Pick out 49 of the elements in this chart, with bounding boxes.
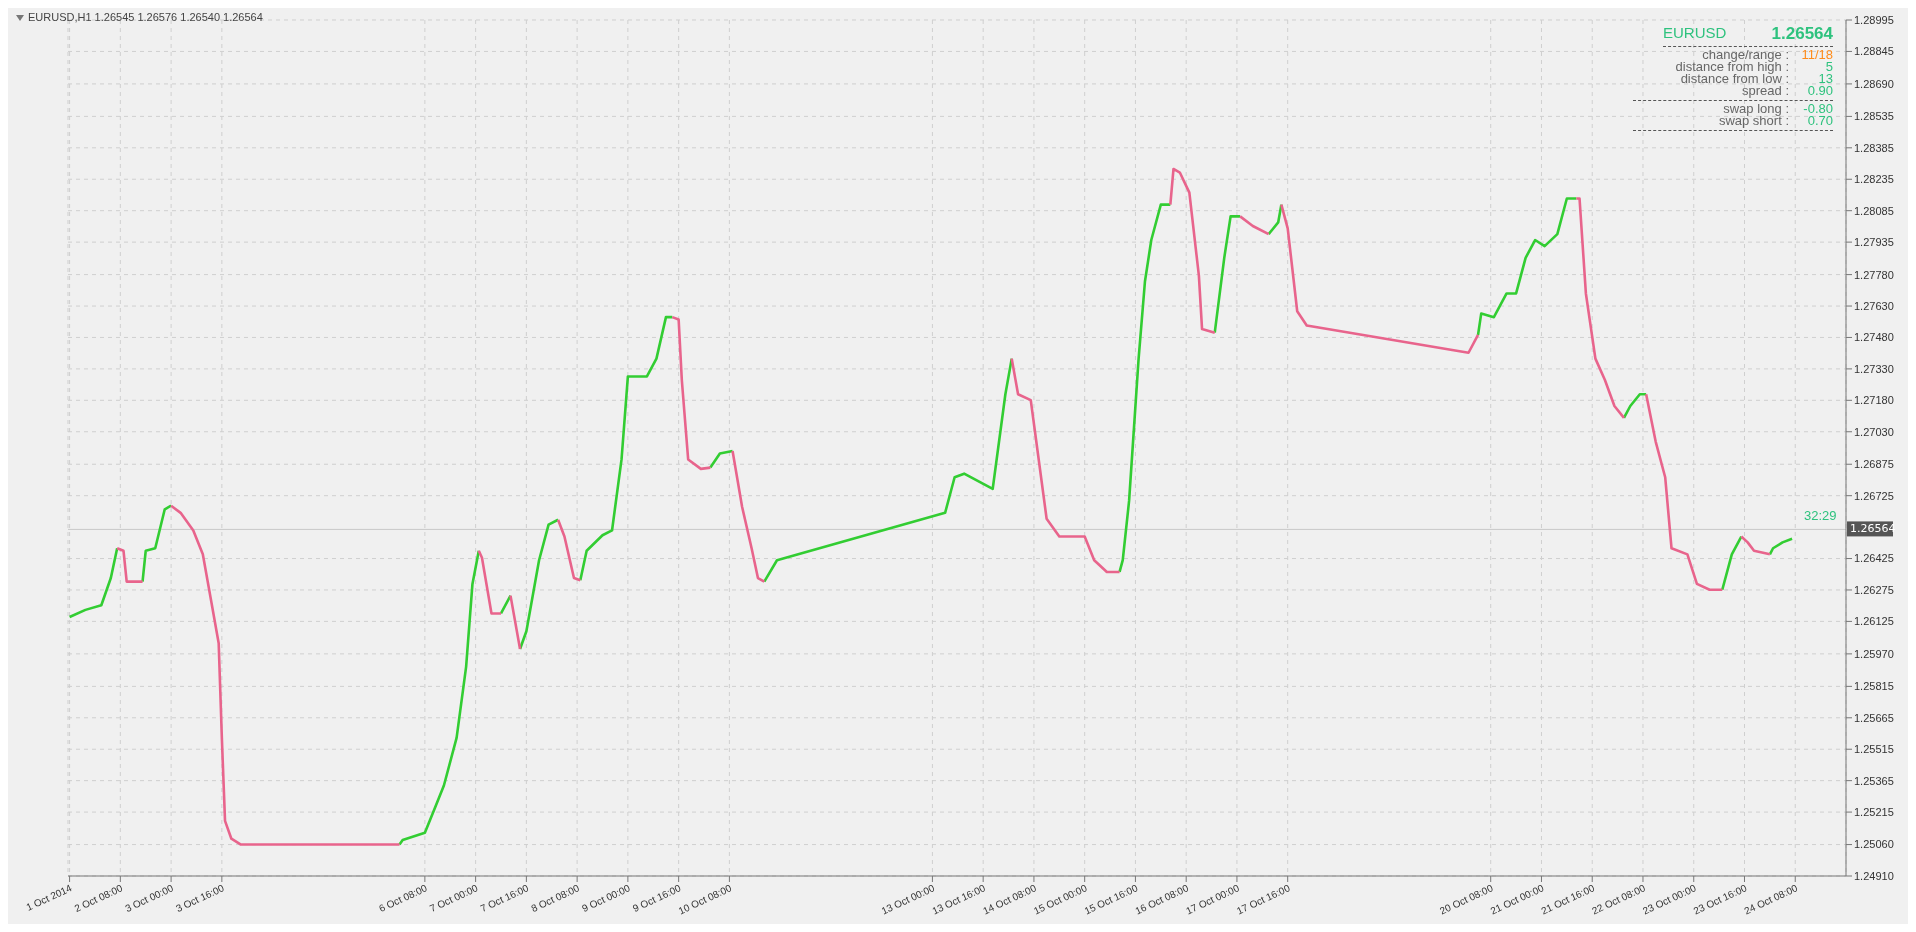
y-tick-label: 1.28085: [1854, 204, 1894, 217]
annotation: spread :: [1741, 83, 1789, 98]
y-tick-label: 1.28690: [1854, 77, 1894, 90]
annotation: 0.70: [1806, 113, 1833, 128]
y-tick-label: 1.26875: [1854, 458, 1894, 471]
y-tick-label: 1.27030: [1854, 425, 1894, 438]
annotation: swap long :: [1722, 101, 1789, 116]
y-tick-label: 1.25060: [1854, 838, 1894, 851]
y-tick-label: 1.28845: [1854, 45, 1894, 58]
y-tick-label: 1.27330: [1854, 362, 1894, 375]
x-tick-label: 7 Oct 00:00: [427, 882, 480, 915]
y-tick-label: 1.26425: [1854, 552, 1894, 565]
y-tick-label: 1.28995: [1854, 13, 1894, 26]
annotation: change/range :: [1701, 47, 1789, 62]
annotation: 13: [1817, 71, 1833, 86]
x-tick-label: 6 Oct 08:00: [377, 882, 430, 915]
y-tick-label: 1.25215: [1854, 805, 1894, 818]
y-tick-label: 1.27780: [1854, 268, 1894, 281]
y-tick-label: 1.25515: [1854, 743, 1894, 756]
x-tick-label: 9 Oct 00:00: [580, 882, 633, 915]
x-tick-label: 1 Oct 2014: [24, 882, 74, 913]
y-tick-label: 1.28385: [1854, 141, 1894, 154]
x-tick-label: 3 Oct 00:00: [123, 882, 176, 915]
y-tick-label: 1.26125: [1854, 615, 1894, 628]
annotation: 1.26564: [1771, 24, 1833, 44]
x-tick-label: 7 Oct 16:00: [478, 882, 531, 915]
chart-title: EURUSD,H1 1.26545 1.26576 1.26540 1.26564: [27, 11, 263, 23]
annotation: 32:29: [1804, 508, 1837, 523]
y-tick-label: 1.24910: [1854, 869, 1894, 882]
annotation: EURUSD: [1663, 24, 1727, 43]
y-tick-label: 1.26725: [1854, 489, 1894, 502]
y-tick-label: 1.25815: [1854, 680, 1894, 693]
annotation: 0.90: [1806, 83, 1833, 98]
y-tick-label: 1.25970: [1854, 647, 1894, 660]
x-tick-label: 2 Oct 08:00: [72, 882, 125, 915]
annotation: 11/18: [1800, 47, 1833, 62]
y-tick-label: 1.28535: [1854, 110, 1894, 123]
annotation: 5: [1824, 59, 1833, 74]
y-tick-label: 1.26275: [1854, 583, 1894, 596]
y-tick-label: 1.27935: [1854, 236, 1894, 249]
y-tick-label: 1.25665: [1854, 711, 1894, 724]
y-tick-label: 1.25365: [1854, 774, 1894, 787]
y-tick-label: 1.27630: [1854, 299, 1894, 312]
x-tick-label: 8 Oct 08:00: [529, 882, 582, 915]
annotation: -0.80: [1802, 101, 1833, 116]
y-tick-label: 1.27180: [1854, 394, 1894, 407]
y-tick-label: 1.28235: [1854, 173, 1894, 186]
y-tick-label: 1.27480: [1854, 331, 1894, 344]
x-tick-label: 3 Oct 16:00: [174, 882, 227, 915]
